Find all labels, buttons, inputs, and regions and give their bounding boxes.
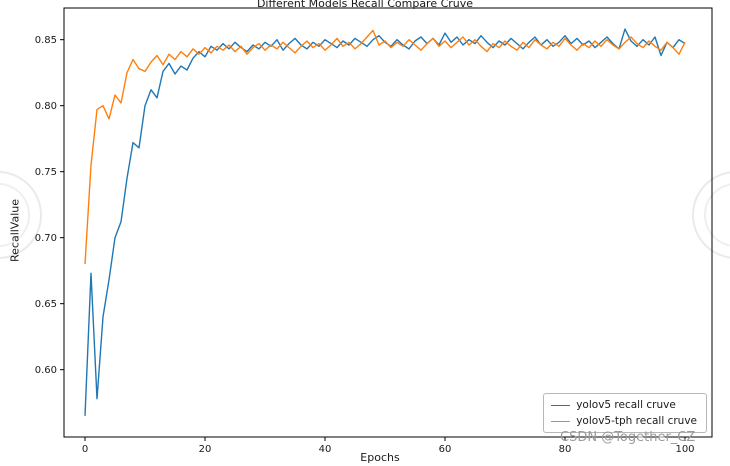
chart-title: Different Models Recall Compare Cruve	[256, 0, 474, 10]
x-tick-label: 0	[82, 444, 88, 455]
series-line-1	[84, 29, 686, 265]
x-tick-label: 40	[319, 444, 332, 455]
legend-label-yolov5: yolov5 recall cruve	[576, 399, 676, 411]
legend-label-yolov5-tph: yolov5-tph recall cruve	[576, 415, 697, 427]
legend-line-yolov5-icon	[551, 404, 571, 406]
x-axis-label: Epochs	[360, 451, 400, 464]
legend-item-yolov5-tph: yolov5-tph recall cruve	[551, 415, 697, 427]
legend: yolov5 recall cruve yolov5-tph recall cr…	[543, 393, 707, 433]
legend-item-yolov5: yolov5 recall cruve	[551, 399, 697, 411]
x-tick-label: 60	[439, 444, 452, 455]
y-tick-label: 0.60	[35, 365, 57, 376]
y-tick-label: 0.65	[35, 299, 57, 310]
y-axis-label: RecallValue	[8, 198, 22, 263]
y-tick-label: 0.80	[35, 101, 57, 112]
axes-frame	[63, 7, 713, 438]
y-tick-label: 0.75	[35, 167, 57, 178]
y-tick-label: 0.70	[35, 233, 57, 244]
x-tick-label: 80	[559, 444, 572, 455]
watermark: CSDN @Together_CZ	[560, 430, 696, 445]
legend-line-yolov5-tph-icon	[551, 420, 571, 422]
x-tick-label: 20	[199, 444, 212, 455]
y-tick-label: 0.85	[35, 35, 57, 46]
x-tick-label: 100	[675, 444, 694, 455]
series-line-0	[84, 28, 686, 416]
